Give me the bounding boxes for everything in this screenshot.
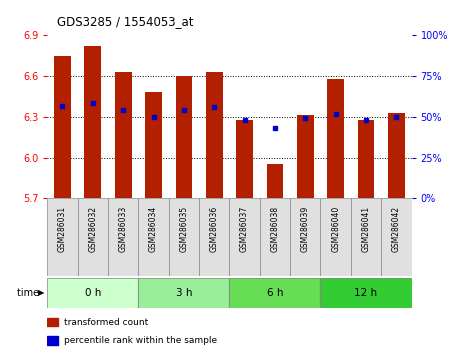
Text: 3 h: 3 h [175, 288, 192, 298]
Text: ▶: ▶ [38, 289, 45, 297]
Bar [175, 76, 192, 198]
Text: GSM286035: GSM286035 [179, 206, 188, 252]
Bar [267, 164, 283, 198]
Bar [108, 198, 138, 276]
Text: GSM286034: GSM286034 [149, 206, 158, 252]
Bar [351, 198, 381, 276]
Bar [47, 278, 138, 308]
Text: transformed count: transformed count [64, 318, 148, 327]
Bar [297, 115, 314, 198]
Bar [47, 198, 78, 276]
Bar [290, 198, 321, 276]
Bar [145, 92, 162, 198]
Text: 0 h: 0 h [85, 288, 101, 298]
Bar [229, 198, 260, 276]
Text: GSM286033: GSM286033 [119, 206, 128, 252]
Text: GSM286041: GSM286041 [361, 206, 370, 252]
Bar [260, 198, 290, 276]
Bar [199, 198, 229, 276]
Bar [115, 72, 131, 198]
Bar [47, 278, 138, 308]
Bar [321, 278, 412, 308]
Text: 12 h: 12 h [354, 288, 377, 298]
Bar [78, 198, 108, 276]
Bar [47, 318, 58, 326]
Bar [229, 278, 321, 308]
Text: GSM286031: GSM286031 [58, 206, 67, 252]
Bar [138, 198, 169, 276]
Bar [358, 120, 374, 198]
Bar [320, 198, 351, 276]
Text: GSM286037: GSM286037 [240, 206, 249, 252]
Text: GSM286036: GSM286036 [210, 206, 219, 252]
Text: time: time [18, 288, 43, 298]
Text: GSM286038: GSM286038 [271, 206, 280, 252]
Text: GDS3285 / 1554053_at: GDS3285 / 1554053_at [57, 15, 193, 28]
Bar [138, 278, 229, 308]
Bar [206, 72, 223, 198]
Bar [47, 336, 58, 345]
Bar [381, 198, 412, 276]
Bar [327, 79, 344, 198]
Text: percentile rank within the sample: percentile rank within the sample [64, 336, 217, 345]
Text: GSM286042: GSM286042 [392, 206, 401, 252]
Text: GSM286039: GSM286039 [301, 206, 310, 252]
Bar [138, 278, 229, 308]
Bar [236, 120, 253, 198]
Text: GSM286032: GSM286032 [88, 206, 97, 252]
Bar [229, 278, 321, 308]
Bar [388, 113, 405, 198]
Bar [54, 56, 71, 198]
Bar [85, 46, 101, 198]
Bar [321, 278, 412, 308]
Bar [169, 198, 199, 276]
Text: GSM286040: GSM286040 [331, 206, 340, 252]
Text: 6 h: 6 h [267, 288, 283, 298]
